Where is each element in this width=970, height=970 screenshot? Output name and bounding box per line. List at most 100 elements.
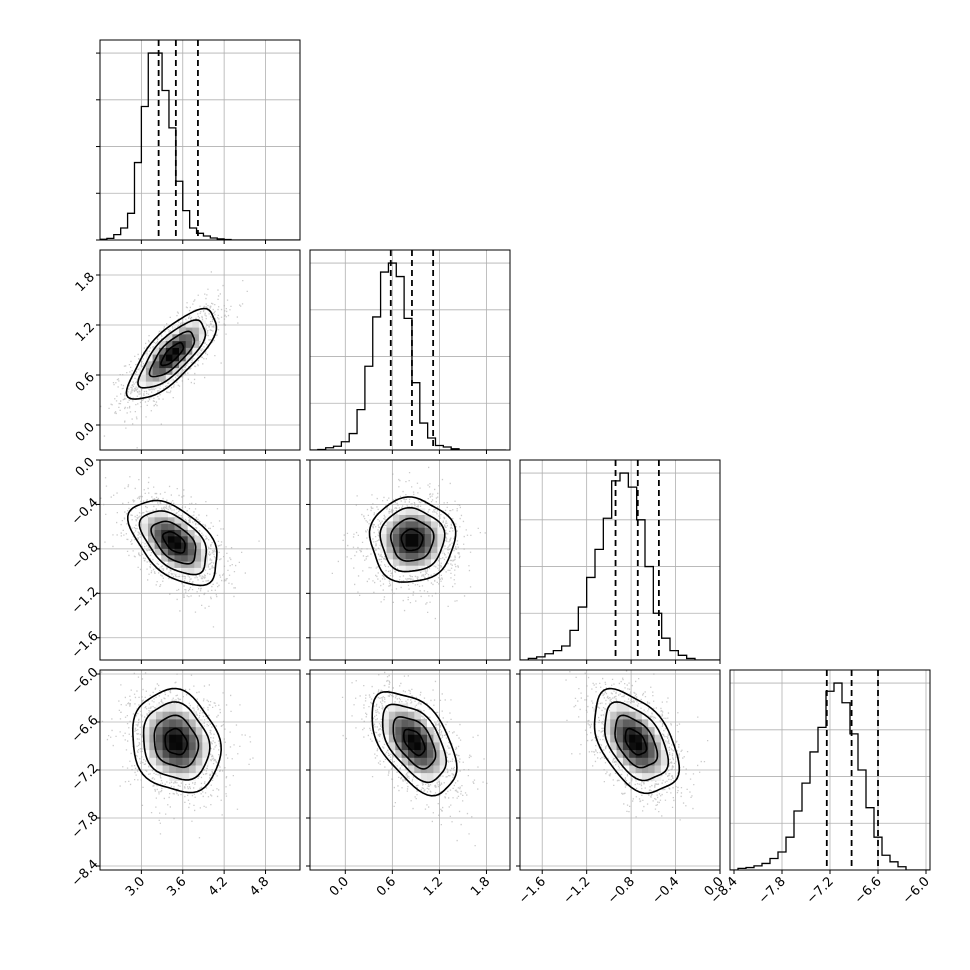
- contour-line: [400, 528, 424, 552]
- density-cell: [169, 765, 177, 774]
- density-cell: [189, 749, 197, 758]
- density-cell: [399, 527, 407, 534]
- density-cell: [648, 719, 655, 728]
- density-cell: [167, 542, 175, 549]
- density-cell: [641, 765, 649, 774]
- density-cell: [388, 734, 396, 743]
- density-cell: [185, 354, 193, 362]
- density-cell: [154, 548, 162, 556]
- density-cell: [189, 765, 197, 774]
- density-cell: [161, 535, 169, 543]
- density-cell: [202, 749, 210, 758]
- density-cell: [174, 542, 182, 549]
- density-cell: [392, 546, 400, 553]
- density-cell: [142, 726, 150, 735]
- density-cell: [154, 516, 162, 524]
- density-cell: [424, 514, 432, 522]
- y-tick-label: 1.8: [73, 270, 98, 295]
- density-cell: [182, 742, 190, 751]
- density-cell: [414, 749, 422, 758]
- density-cell: [408, 749, 415, 758]
- panel-content: [100, 250, 300, 450]
- contour-line: [137, 319, 207, 389]
- density-cell: [635, 749, 643, 758]
- density-cell: [629, 757, 636, 766]
- density-cell: [641, 772, 649, 781]
- density-cell: [439, 765, 447, 774]
- density-cell: [408, 719, 415, 728]
- density-cell: [162, 757, 170, 766]
- density-cell: [194, 561, 202, 568]
- density-cell: [185, 340, 193, 348]
- y-tick-label: 0.6: [73, 370, 98, 395]
- density-cell: [418, 533, 426, 541]
- density-cell: [154, 529, 162, 537]
- contour-line: [153, 714, 200, 769]
- density-cell: [169, 742, 177, 751]
- density-cell: [424, 546, 432, 553]
- density-cell: [392, 514, 400, 522]
- density-cell: [181, 523, 189, 530]
- contour-line: [127, 499, 218, 587]
- density-cell: [172, 360, 180, 369]
- density-cell: [187, 529, 195, 537]
- density-cell: [382, 719, 390, 728]
- density-cell: [149, 757, 157, 766]
- density-cell: [399, 565, 407, 572]
- density-cell: [142, 742, 150, 751]
- density-cell: [622, 749, 630, 758]
- y-tick-label: −6.6: [69, 713, 102, 746]
- density-cell: [148, 542, 155, 549]
- panel-row2-col2: [309, 249, 511, 454]
- density-cell: [162, 734, 170, 743]
- density-cell: [629, 711, 636, 720]
- density-cell: [648, 749, 655, 758]
- density-cell: [195, 749, 203, 758]
- density-cell: [641, 742, 649, 751]
- density-cell: [167, 516, 175, 524]
- panel-row3-col2: [306, 459, 511, 664]
- density-cell: [152, 347, 160, 355]
- density-cell: [654, 772, 662, 781]
- density-cell: [431, 552, 438, 560]
- density-cell: [156, 742, 163, 751]
- panel-content: [100, 670, 300, 870]
- density-cell: [145, 374, 153, 382]
- density-cell: [187, 535, 195, 543]
- density-cell: [433, 742, 441, 751]
- density-cell: [392, 533, 400, 541]
- density-cell: [405, 521, 413, 528]
- density-cell: [156, 711, 163, 720]
- density-cell: [388, 726, 396, 735]
- density-cell: [405, 508, 413, 515]
- panel-row4-col2: 0.0 0.6 1.2 1.8: [306, 669, 511, 899]
- x-tick-label: 0.6: [374, 874, 399, 899]
- density-cell: [424, 533, 432, 541]
- y-tick-label: 0.0: [73, 420, 98, 445]
- density-cell: [610, 703, 617, 712]
- density-cell: [165, 354, 173, 362]
- density-cell: [149, 749, 157, 758]
- contour-line: [164, 727, 188, 756]
- density-cell: [169, 757, 177, 766]
- density-cell: [414, 734, 422, 743]
- density-cell: [149, 719, 157, 728]
- density-cell: [641, 749, 649, 758]
- density-cell: [401, 734, 409, 743]
- density-cell: [179, 360, 186, 369]
- y-tick-label: −0.8: [69, 540, 102, 573]
- x-tick-label: 0.0: [327, 874, 352, 899]
- density-cell: [388, 703, 396, 712]
- density-cell: [408, 765, 415, 774]
- density-cell: [159, 360, 167, 369]
- density-cell: [622, 703, 630, 712]
- density-cell: [192, 347, 200, 355]
- density-cell: [182, 703, 190, 712]
- density-cell: [641, 719, 649, 728]
- density-cell: [182, 772, 190, 781]
- density-cell: [408, 742, 415, 751]
- density-cell: [195, 765, 203, 774]
- density-cell: [418, 559, 426, 566]
- density-cell: [386, 533, 394, 541]
